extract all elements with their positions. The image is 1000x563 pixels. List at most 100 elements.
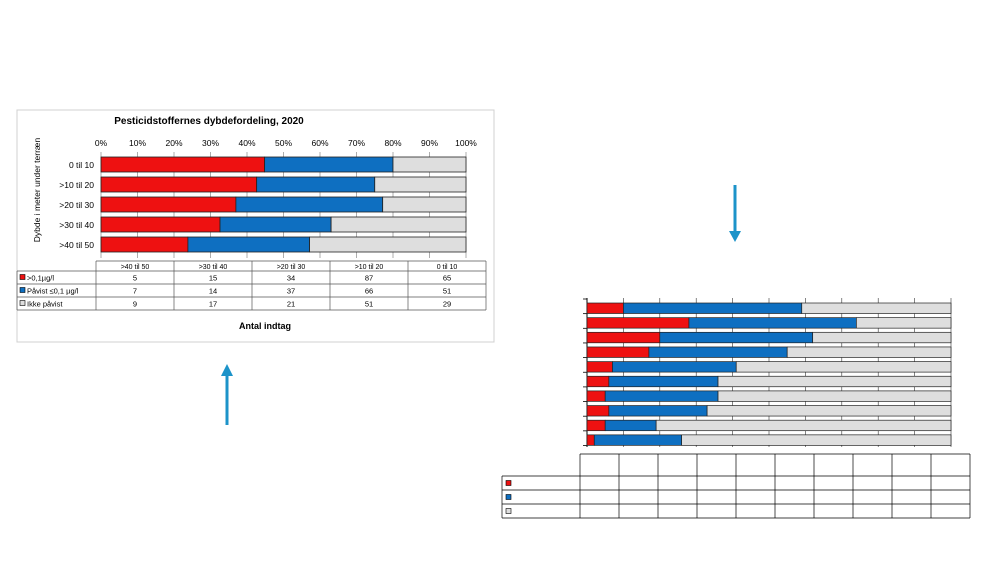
chart-2-bar-segment <box>623 302 803 314</box>
chart-1-bar-segment <box>100 196 237 213</box>
chart-1-table-cell: 9 <box>133 300 137 309</box>
chart-1-category-label: >30 til 40 <box>59 220 94 230</box>
chart-1-table-cell: 7 <box>133 287 137 296</box>
chart-1-table-cell: 34 <box>287 274 295 283</box>
chart-1-category-label: 0 til 10 <box>69 160 94 170</box>
chart-2-bar-segment <box>856 317 952 329</box>
chart-2-bar-segment <box>604 419 657 432</box>
chart-2-legend-swatch <box>505 494 512 500</box>
chart-1-category-label: >40 til 50 <box>59 240 94 250</box>
chart-1-table-header: >40 til 50 <box>121 264 150 271</box>
chart-1-category-label: >20 til 30 <box>59 200 94 210</box>
chart-2-bar-segment <box>812 331 952 344</box>
chart-1-table-cell: 21 <box>287 300 295 309</box>
chart-2-bar-segment <box>586 419 606 432</box>
chart-1-table-cell: 37 <box>287 287 295 296</box>
chart-1-table-header: >20 til 30 <box>277 264 306 271</box>
chart-1-x-tick-label: 60% <box>311 138 328 148</box>
chart-2-bar-segment <box>659 331 814 344</box>
chart-1: Pesticidstoffernes dybdefordeling, 2020 … <box>16 109 495 343</box>
chart-1-legend-swatch <box>19 287 26 293</box>
chart-1-bar-segment <box>187 236 310 253</box>
chart-1-bar-segment <box>382 196 467 213</box>
chart-2-legend-swatch <box>505 508 512 514</box>
chart-2-data-table <box>501 453 971 519</box>
chart-1-x-tick-label: 20% <box>165 138 182 148</box>
chart-2-bar-segment <box>735 361 952 373</box>
chart-2-bar-segment <box>688 317 857 329</box>
chart-1-bar-segment <box>374 176 467 193</box>
chart-2-bar-segment <box>706 405 952 417</box>
chart-1-bar-segment <box>219 216 332 233</box>
chart-1-table-header: >10 til 20 <box>355 264 384 271</box>
chart-2-bar-segment <box>586 346 650 358</box>
chart-2-bars <box>586 302 952 446</box>
chart-2-bar-segment <box>586 405 610 417</box>
chart-2-bar-segment <box>586 361 613 373</box>
chart-1-table-cell: 87 <box>365 274 373 283</box>
chart-1-bar-segment <box>100 236 189 253</box>
chart-1-table-header: >30 til 40 <box>199 264 228 271</box>
chart-2-bar-segment <box>586 375 610 388</box>
chart-1-bar-segment <box>100 176 258 193</box>
chart-1-x-tick-label: 80% <box>384 138 401 148</box>
chart-1-legend-label: Ikke påvist <box>27 300 63 309</box>
chart-2-bar-segment <box>586 331 661 344</box>
chart-1-x-tick-label: 100% <box>455 138 477 148</box>
chart-1-legend-swatch <box>19 274 26 280</box>
chart-2-bar-segment <box>801 302 952 314</box>
chart-1-bar-segment <box>100 216 221 233</box>
chart-2-bar-segment <box>786 346 952 358</box>
chart-2-bar-segment <box>586 434 595 446</box>
chart-1-x-tick-label: 10% <box>129 138 146 148</box>
chart-1-x-tick-label: 0% <box>95 138 108 148</box>
chart-1-x-axis-label: Antal indtag <box>239 321 291 331</box>
chart-1-x-tick-label: 50% <box>275 138 292 148</box>
arrow-down <box>729 185 741 242</box>
chart-1-bar-segment <box>264 156 394 173</box>
chart-1-y-axis-label: Dybde i meter under terræn <box>32 138 42 243</box>
chart-1-data-table: >40 til 50 >30 til 40 >20 til 30 >10 til 20… <box>16 260 487 311</box>
chart-1-x-tick-label: 40% <box>238 138 255 148</box>
chart-2-bar-segment <box>604 390 719 402</box>
chart-1-bar-segment <box>330 216 467 233</box>
chart-1-bar-segment <box>392 156 467 173</box>
chart-2 <box>501 298 971 519</box>
chart-1-x-tick-label: 30% <box>202 138 219 148</box>
chart-1-category-labels: 0 til 10 >10 til 20 >20 til 30 >30 til 40 >4… <box>59 160 94 250</box>
chart-1-table-cell: 66 <box>365 287 373 296</box>
chart-1-table-cell: 5 <box>133 274 137 283</box>
chart-1-bar-segment <box>256 176 376 193</box>
chart-1-table-header: 0 til 10 <box>437 264 458 271</box>
chart-1-table-cell: 17 <box>209 300 217 309</box>
chart-1-x-tick-label: 70% <box>348 138 365 148</box>
chart-2-bar-segment <box>608 405 708 417</box>
chart-1-table-cell: 29 <box>443 300 451 309</box>
chart-2-bar-segment <box>717 390 952 402</box>
chart-1-x-ticks: 0% 10% 20% 30% 40% 50% 60% 70% 80% 90% 100% <box>95 138 477 148</box>
chart-1-table-cell: 14 <box>209 287 217 296</box>
chart-1-bars <box>100 156 467 253</box>
chart-2-bar-segment <box>586 302 624 314</box>
chart-1-table-cell: 51 <box>443 287 451 296</box>
chart-1-legend-label: >0,1µg/l <box>27 274 54 283</box>
chart-2-bar-segment <box>586 390 606 402</box>
chart-1-category-label: >10 til 20 <box>59 180 94 190</box>
chart-1-bar-segment <box>309 236 467 253</box>
chart-2-bar-segment <box>612 361 737 373</box>
chart-2-bar-segment <box>655 419 952 432</box>
chart-1-bar-segment <box>100 156 266 173</box>
chart-2-legend-swatch <box>505 480 512 486</box>
chart-2-bar-segment <box>608 375 719 388</box>
chart-1-bar-segment <box>235 196 384 213</box>
chart-1-x-tick-label: 90% <box>421 138 438 148</box>
chart-2-bar-segment <box>681 434 952 446</box>
arrow-up <box>221 364 233 425</box>
chart-1-table-cell: 51 <box>365 300 373 309</box>
chart-1-table-cell: 15 <box>209 274 217 283</box>
chart-2-bar-segment <box>593 434 682 446</box>
chart-1-table-cell: 65 <box>443 274 451 283</box>
chart-2-bar-segment <box>717 375 952 388</box>
chart-1-legend-swatch <box>19 300 26 306</box>
